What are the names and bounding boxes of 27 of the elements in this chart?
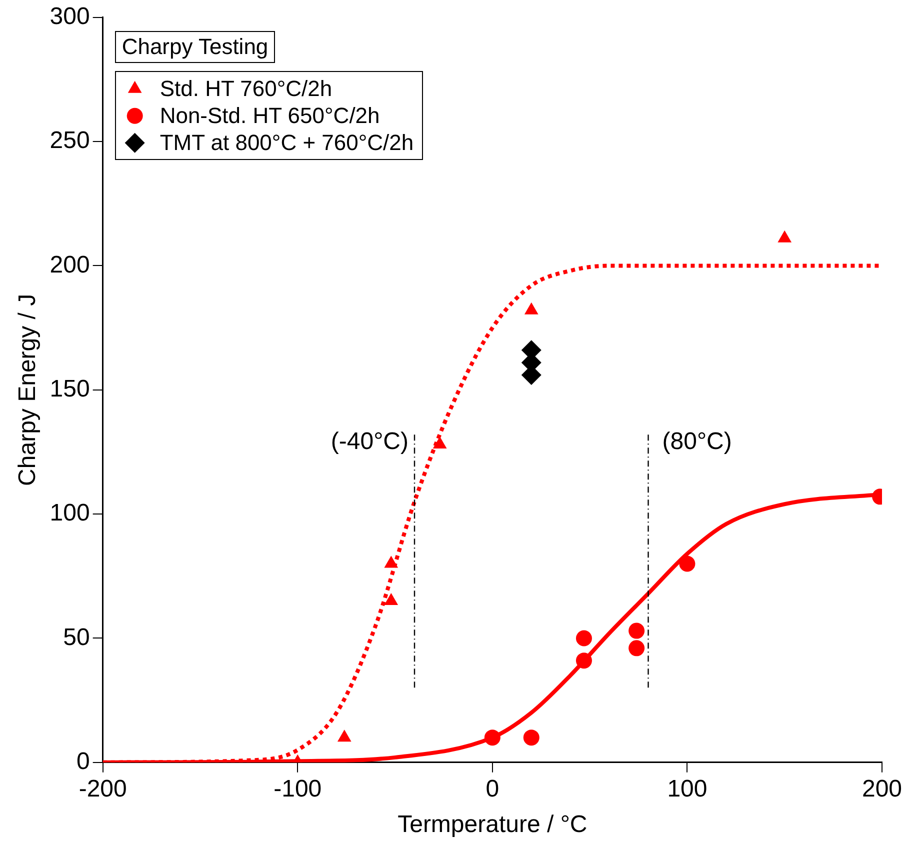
y-tick-label: 300 [50,3,90,30]
point [484,730,500,746]
point [628,640,645,656]
point [576,652,592,669]
y-tick-label: 150 [50,376,90,403]
legend-label: TMT at 800°C + 760°C/2h [160,130,414,156]
x-tick-label: 0 [486,775,500,802]
y-tick-label: 100 [50,500,90,527]
ref-line-label: (-40°C) [330,428,409,456]
point [523,730,540,746]
point [679,556,696,572]
point [576,630,592,646]
legend-title: Charpy Testing [114,31,276,64]
y-tick-label: 250 [50,127,90,154]
legend-label: Std. HT 760°C/2h [160,76,332,102]
y-axis-title: Charpy Energy / J [14,294,42,486]
y-tick-label: 50 [63,624,90,651]
x-tick-label: -200 [78,775,127,802]
x-axis-title: Termperature / °C [398,811,588,838]
ref-line-label: (80°C) [662,428,732,456]
y-tick-label: 0 [76,748,90,776]
x-tick-label: 200 [862,775,902,802]
legend-label: Non-Std. HT 650°C/2h [160,102,380,129]
x-tick-label: 100 [667,775,708,802]
point [628,622,645,639]
x-tick-label: -100 [274,775,322,802]
y-tick-label: 200 [50,251,90,278]
